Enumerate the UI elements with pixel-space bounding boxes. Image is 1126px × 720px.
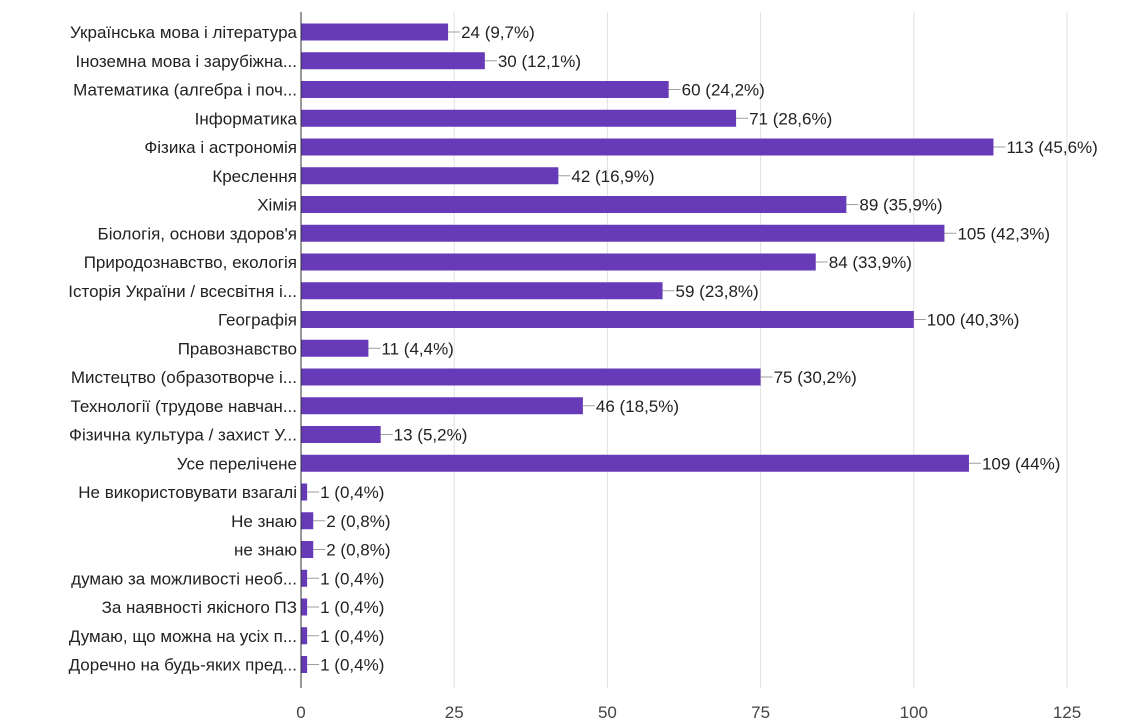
value-label: 84 (33,9%)	[829, 253, 912, 272]
x-tick-label: 0	[296, 703, 305, 720]
bar	[301, 339, 369, 357]
bar	[301, 167, 559, 185]
value-label: 100 (40,3%)	[927, 311, 1020, 330]
category-label: думаю за можливості необ...	[71, 569, 297, 588]
bar	[301, 311, 914, 328]
value-label: 105 (42,3%)	[957, 224, 1050, 243]
value-label: 1 (0,4%)	[320, 598, 384, 617]
category-label: Біологія, основи здоров'я	[98, 224, 297, 243]
value-label: 60 (24,2%)	[682, 81, 765, 100]
bar	[301, 512, 314, 530]
value-label: 46 (18,5%)	[596, 397, 679, 416]
value-label: 2 (0,8%)	[326, 541, 390, 560]
bar	[301, 138, 994, 156]
bar	[301, 426, 381, 443]
value-label: 113 (45,6%)	[1006, 138, 1097, 157]
category-label: Фізична культура / захист У...	[69, 426, 297, 445]
bar	[301, 598, 308, 616]
category-label: Математика (алгебра і поч...	[73, 81, 297, 100]
category-label: Правознавство	[178, 339, 297, 358]
x-tick-label: 100	[900, 703, 928, 720]
category-label: Українська мова і література	[70, 23, 298, 42]
bar	[301, 569, 308, 587]
x-tick-label: 25	[445, 703, 464, 720]
category-label: Не знаю	[231, 512, 297, 531]
value-labels: 24 (9,7%) 30 (12,1%) 60 (24,2%) 71 (28,6%) 1…	[320, 23, 1098, 675]
bar	[301, 397, 583, 415]
value-label: 89 (35,9%)	[859, 196, 942, 215]
bar	[301, 627, 308, 645]
value-label: 1 (0,4%)	[320, 627, 384, 646]
bars	[301, 23, 994, 673]
category-label: Думаю, що можна на усіх п...	[69, 627, 297, 646]
bar	[301, 81, 669, 98]
category-label: Фізика і астрономія	[144, 138, 297, 157]
value-label: 1 (0,4%)	[320, 483, 384, 502]
bar	[301, 109, 737, 127]
x-tick-label: 50	[598, 703, 617, 720]
bar	[301, 224, 945, 242]
category-label: Доречно на будь-яких пред...	[69, 656, 297, 675]
bar	[301, 483, 308, 501]
value-label: 71 (28,6%)	[749, 109, 832, 128]
bar	[301, 253, 816, 271]
bar	[301, 23, 449, 41]
value-label: 11 (4,4%)	[381, 339, 453, 358]
value-label: 1 (0,4%)	[320, 569, 384, 588]
bar	[301, 196, 847, 213]
value-label: 42 (16,9%)	[571, 167, 654, 186]
category-label: Креслення	[212, 167, 297, 186]
bar	[301, 454, 969, 472]
category-label: не знаю	[234, 541, 297, 560]
category-labels: Українська мова і література Іноземна мов…	[68, 23, 297, 675]
value-label: 59 (23,8%)	[676, 282, 759, 301]
category-label: Природознавство, екологія	[84, 253, 297, 272]
category-label: Іноземна мова і зарубіжна...	[76, 52, 297, 71]
value-label: 75 (30,2%)	[774, 368, 857, 387]
bar	[301, 368, 761, 386]
x-axis-ticks: 0 25 50 75 100 125	[296, 703, 1081, 720]
category-label: Не використовувати взагалі	[78, 483, 297, 502]
value-label: 1 (0,4%)	[320, 656, 384, 675]
value-label: 109 (44%)	[982, 454, 1060, 473]
category-label: Мистецтво (образотворче і...	[71, 368, 297, 387]
category-label: За наявності якісного ПЗ	[102, 598, 297, 617]
category-label: Усе перелічене	[177, 454, 297, 473]
x-tick-label: 125	[1053, 703, 1081, 720]
bar	[301, 541, 314, 558]
category-label: Хімія	[257, 196, 297, 215]
bar	[301, 282, 663, 300]
value-label: 30 (12,1%)	[498, 52, 581, 71]
value-label: 13 (5,2%)	[394, 426, 468, 445]
category-label: Географія	[218, 311, 297, 330]
category-label: Інформатика	[195, 109, 298, 128]
value-label: 2 (0,8%)	[326, 512, 390, 531]
bar	[301, 656, 308, 673]
bar	[301, 52, 485, 70]
category-label: Історія України / всесвітня і...	[68, 282, 297, 301]
x-tick-label: 75	[751, 703, 770, 720]
value-label: 24 (9,7%)	[461, 23, 535, 42]
value-connectors	[307, 31, 1006, 665]
category-label: Технології (трудове навчан...	[71, 397, 298, 416]
